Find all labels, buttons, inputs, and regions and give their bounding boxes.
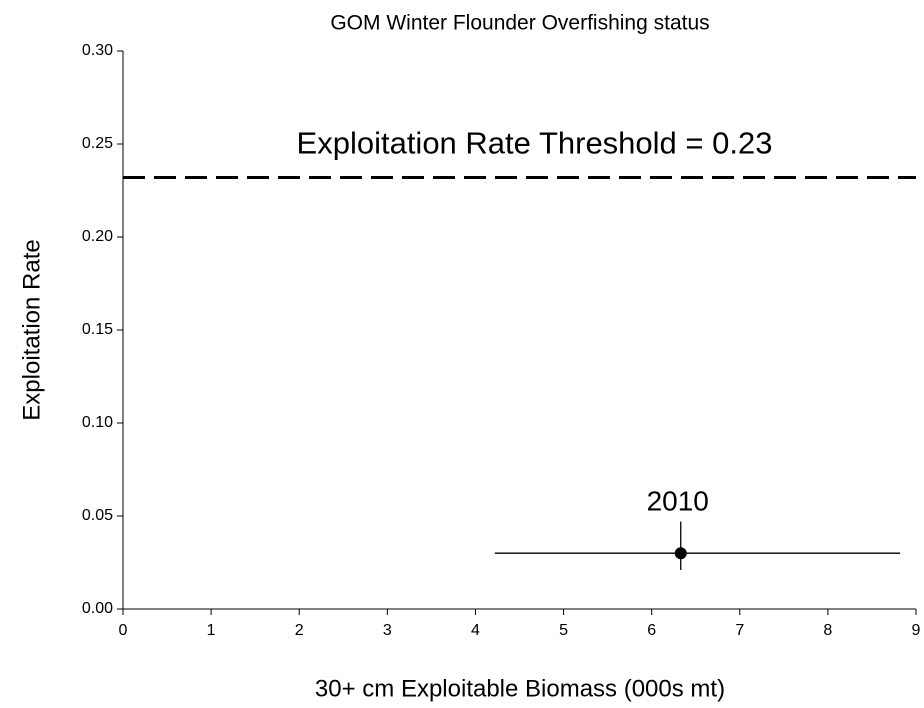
x-tick-label: 2 [295, 622, 304, 639]
point-label: 2010 [647, 486, 709, 517]
y-tick-label: 0.25 [82, 135, 113, 152]
y-tick-label: 0.00 [82, 600, 113, 617]
y-tick-label: 0.30 [82, 42, 113, 59]
y-axis-label: Exploitation Rate [18, 239, 45, 420]
x-tick-label: 6 [647, 622, 656, 639]
chart-title: GOM Winter Flounder Overfishing status [330, 12, 709, 35]
x-tick-label: 0 [119, 622, 128, 639]
x-tick-label: 4 [471, 622, 480, 639]
threshold-label: Exploitation Rate Threshold = 0.23 [297, 126, 773, 161]
y-tick-label: 0.20 [82, 228, 113, 245]
point [674, 547, 687, 560]
y-tick-label: 0.05 [82, 507, 113, 524]
x-tick-label: 5 [559, 622, 568, 639]
y-tick-label: 0.10 [82, 414, 113, 431]
x-tick-label: 8 [823, 622, 832, 639]
x-tick-label: 3 [383, 622, 392, 639]
x-tick-label: 7 [735, 622, 744, 639]
x-tick-label: 9 [912, 622, 921, 639]
x-axis-label: 30+ cm Exploitable Biomass (000s mt) [315, 675, 725, 702]
x-tick-label: 1 [207, 622, 216, 639]
y-tick-label: 0.15 [82, 321, 113, 338]
